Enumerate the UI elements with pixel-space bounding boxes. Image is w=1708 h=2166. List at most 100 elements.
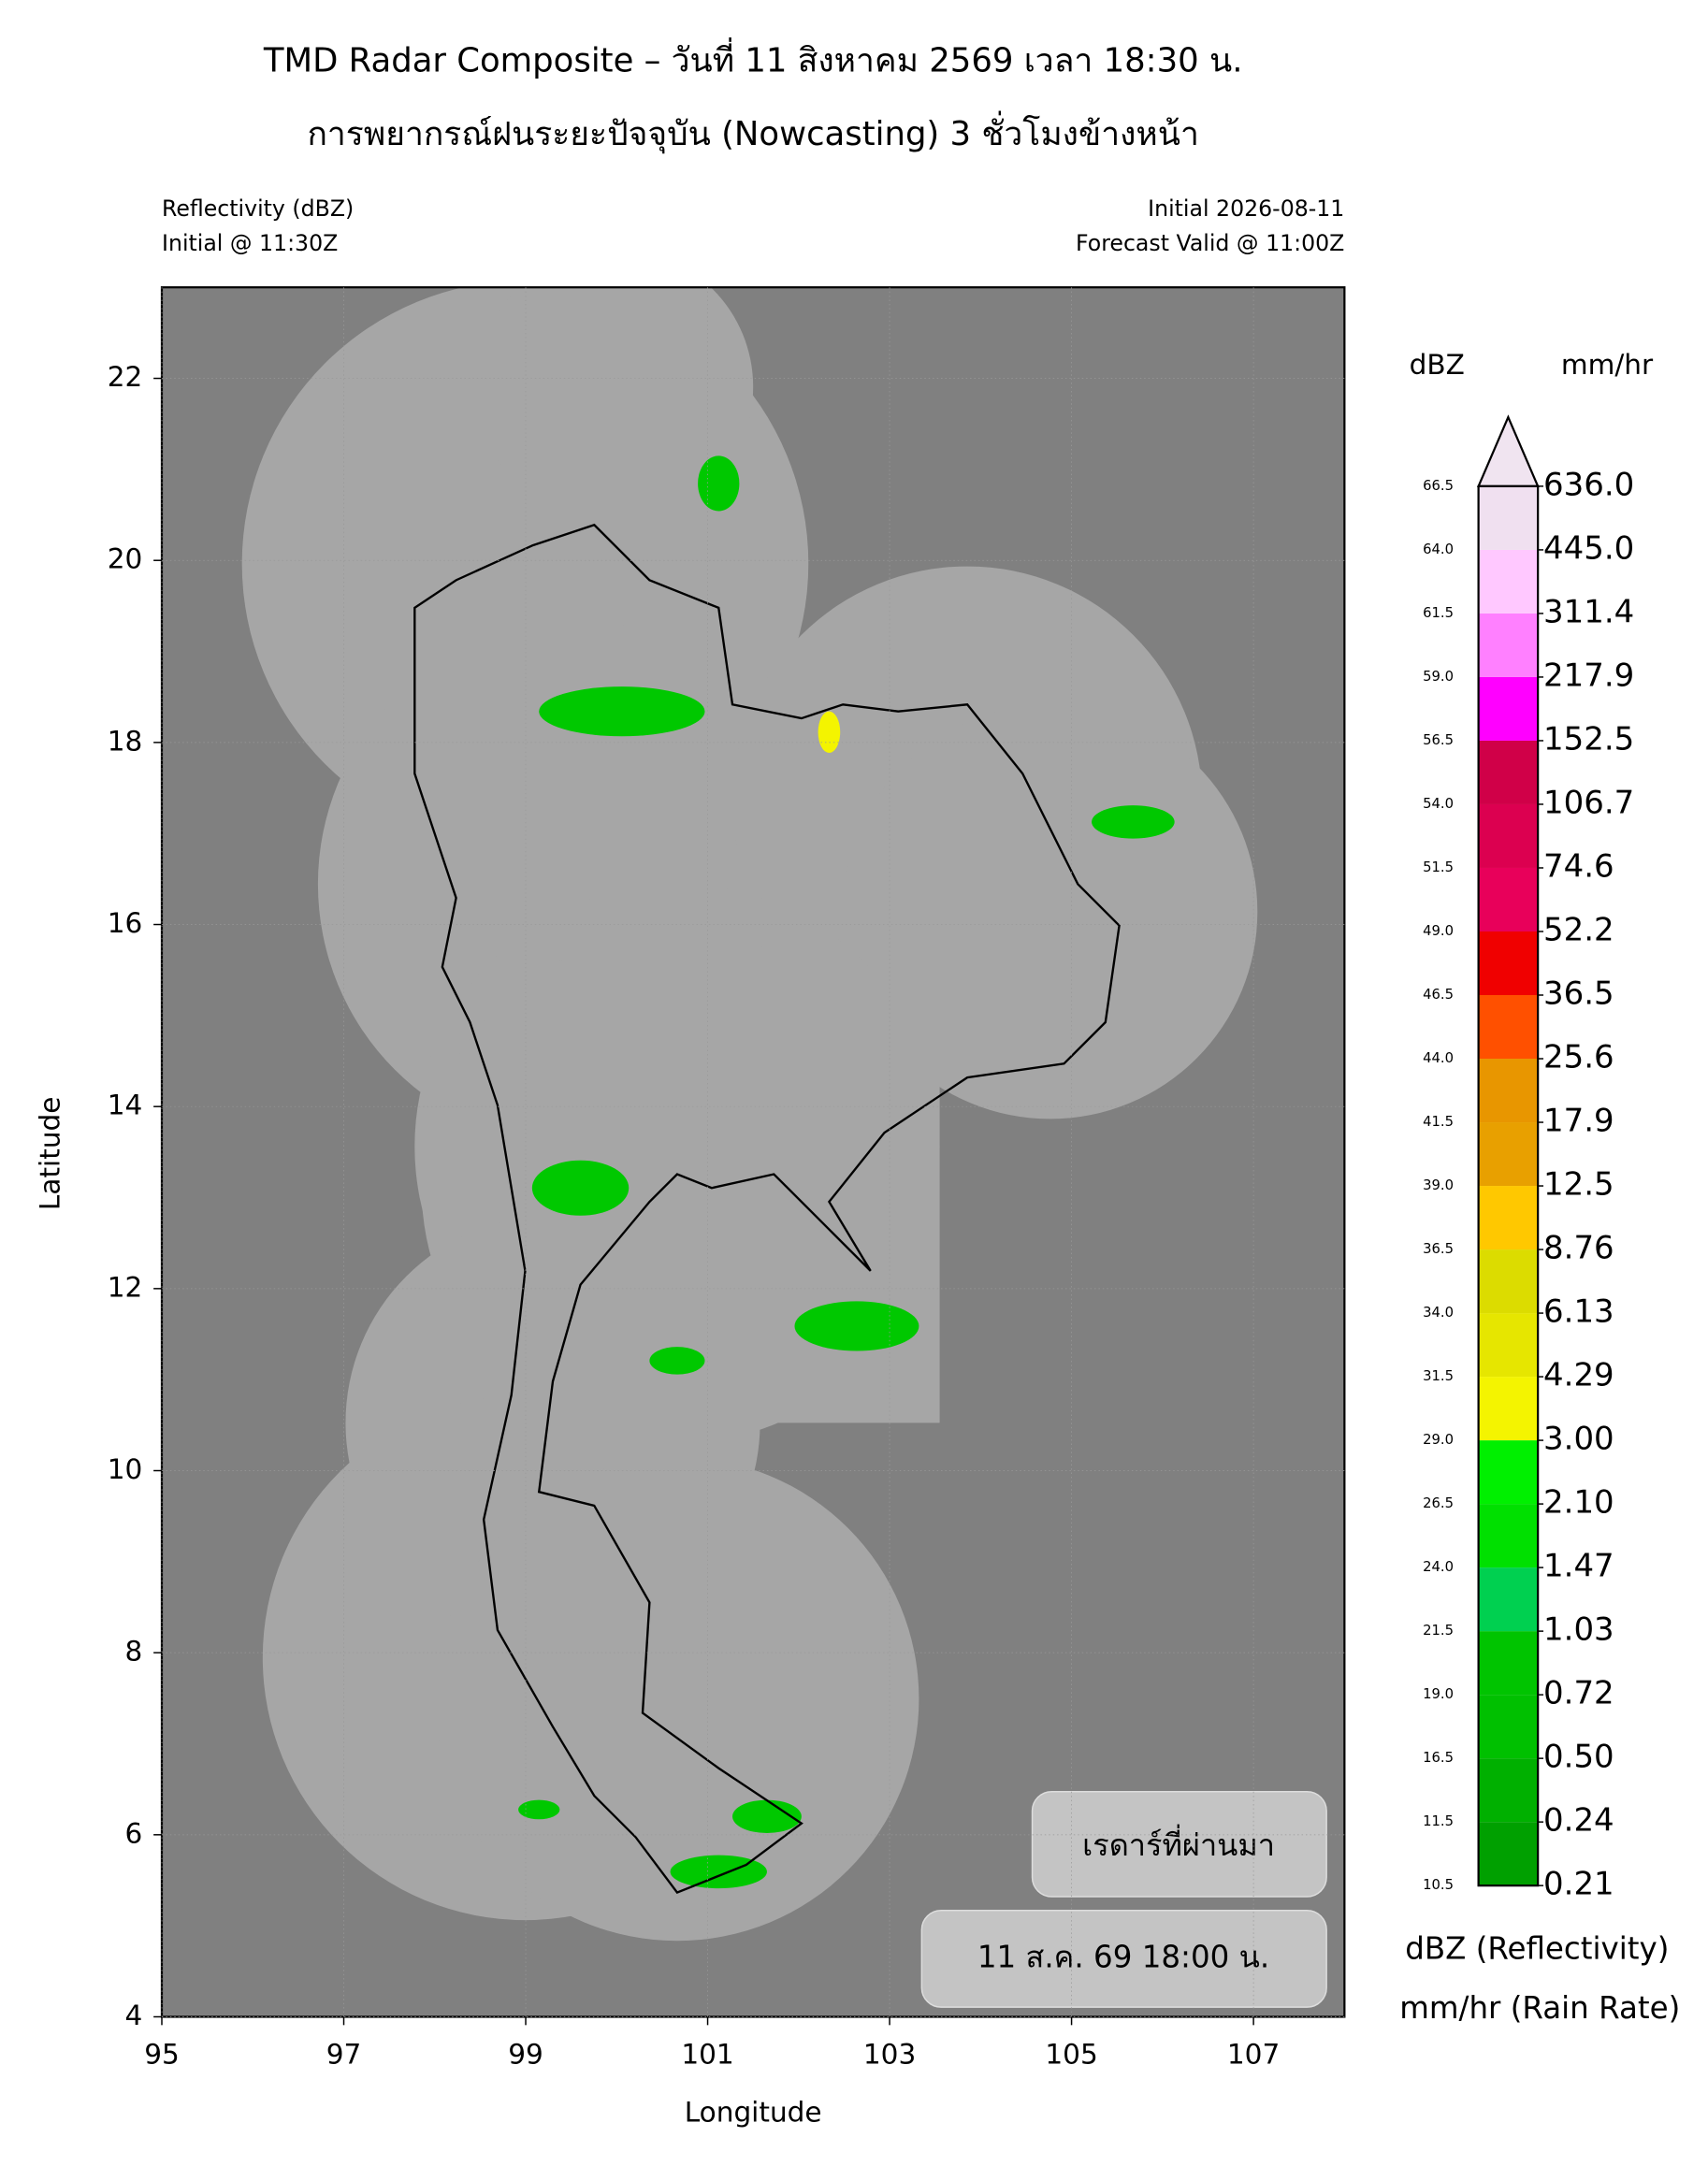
left-info: Reflectivity (dBZ) bbox=[162, 195, 354, 222]
dbz-label: 24.0 bbox=[1423, 1559, 1454, 1575]
y-tick-label: 20 bbox=[108, 543, 143, 575]
colorbar-band bbox=[1478, 1249, 1539, 1314]
rain-rate-label: 25.6 bbox=[1543, 1039, 1614, 1076]
y-tick-label: 18 bbox=[108, 725, 143, 757]
dbz-label: 36.5 bbox=[1423, 1241, 1454, 1257]
dbz-label: 29.0 bbox=[1423, 1432, 1454, 1448]
map-frame bbox=[160, 286, 1346, 2018]
rain-rate-label: 6.13 bbox=[1543, 1293, 1614, 1331]
country-border bbox=[413, 523, 1121, 1894]
colorbar-band bbox=[1478, 1377, 1539, 1441]
echo bbox=[518, 1799, 560, 1820]
rain-rate-label: 106.7 bbox=[1543, 784, 1634, 821]
colorbar-band bbox=[1478, 676, 1539, 741]
info-box-text: เรดาร์ที่ผ่านมา bbox=[1082, 1824, 1275, 1863]
subtitle: การพยากรณ์ฝนระยะปัจจุบัน (Nowcasting) 3 … bbox=[307, 110, 1198, 153]
rain-rate-label: 152.5 bbox=[1543, 720, 1634, 758]
colorbar-band bbox=[1478, 995, 1539, 1060]
x-tick-label: 97 bbox=[326, 2038, 362, 2070]
colorbar-band bbox=[1478, 1059, 1539, 1123]
info-box-text: 11 ส.ค. 69 18:00 น. bbox=[977, 1939, 1269, 1974]
echo bbox=[732, 1799, 802, 1834]
dbz-label: 64.0 bbox=[1423, 542, 1454, 557]
colorbar-title: mm/hr bbox=[1561, 349, 1654, 381]
legend-text: dBZ (Reflectivity) bbox=[1405, 1931, 1669, 1967]
rain-rate-label: 0.50 bbox=[1543, 1739, 1614, 1776]
y-tick-label: 22 bbox=[108, 361, 143, 393]
colorbar-band bbox=[1478, 1122, 1539, 1187]
colorbar-band bbox=[1478, 931, 1539, 996]
rain-rate-label: 52.2 bbox=[1543, 911, 1614, 948]
y-tick-label: 12 bbox=[108, 1271, 143, 1303]
dbz-label: 19.0 bbox=[1423, 1686, 1454, 1702]
rain-rate-label: 17.9 bbox=[1543, 1103, 1614, 1140]
colorbar-band bbox=[1478, 1440, 1539, 1505]
rain-rate-label: 12.5 bbox=[1543, 1166, 1614, 1204]
colorbar-band bbox=[1478, 485, 1539, 550]
x-tick-label: 101 bbox=[681, 2038, 733, 2070]
legend-text: mm/hr (Rain Rate) bbox=[1399, 1990, 1680, 2026]
dbz-label: 16.5 bbox=[1423, 1750, 1454, 1766]
dbz-label: 34.0 bbox=[1423, 1305, 1454, 1321]
colorbar-band bbox=[1478, 549, 1539, 614]
dbz-label: 49.0 bbox=[1423, 923, 1454, 939]
dbz-label: 66.5 bbox=[1423, 478, 1454, 494]
rain-rate-label: 0.21 bbox=[1543, 1866, 1614, 1903]
echoes bbox=[518, 455, 1175, 1889]
rain-rate-label: 1.03 bbox=[1543, 1611, 1614, 1649]
echo bbox=[818, 711, 841, 753]
right-info: Initial 2026-08-11 bbox=[1148, 195, 1344, 222]
x-axis-label: Longitude bbox=[685, 2096, 822, 2128]
coverage-fill bbox=[663, 966, 940, 1423]
dbz-label: 26.5 bbox=[1423, 1495, 1454, 1511]
y-tick-label: 16 bbox=[108, 907, 143, 939]
y-axis-label: Latitude bbox=[34, 1097, 65, 1211]
dbz-label: 51.5 bbox=[1423, 859, 1454, 875]
dbz-label: 46.5 bbox=[1423, 987, 1454, 1003]
colorbar-band bbox=[1478, 867, 1539, 931]
left-info: Initial @ 11:30Z bbox=[162, 230, 338, 256]
y-tick-label: 4 bbox=[125, 2000, 143, 2031]
dbz-label: 61.5 bbox=[1423, 605, 1454, 621]
rain-rate-label: 0.72 bbox=[1543, 1675, 1614, 1712]
colorbar-band bbox=[1478, 1186, 1539, 1250]
echo bbox=[1092, 805, 1175, 839]
y-tick-label: 6 bbox=[125, 1817, 143, 1849]
echo bbox=[698, 455, 740, 512]
right-info: Forecast Valid @ 11:00Z bbox=[1076, 230, 1344, 256]
colorbar-band bbox=[1478, 803, 1539, 868]
x-tick-label: 103 bbox=[863, 2038, 916, 2070]
dbz-label: 10.5 bbox=[1423, 1877, 1454, 1893]
colorbar-title: dBZ bbox=[1410, 349, 1465, 381]
coverage-circle bbox=[476, 287, 754, 526]
rain-rate-label: 217.9 bbox=[1543, 657, 1634, 694]
colorbar-extend bbox=[1476, 414, 1540, 488]
colorbar-band bbox=[1478, 1631, 1539, 1696]
rain-rate-label: 1.47 bbox=[1543, 1548, 1614, 1585]
rain-rate-label: 8.76 bbox=[1543, 1230, 1614, 1267]
y-tick-label: 14 bbox=[108, 1090, 143, 1121]
colorbar-band bbox=[1478, 1567, 1539, 1632]
colorbar-band bbox=[1478, 1504, 1539, 1568]
dbz-label: 41.5 bbox=[1423, 1114, 1454, 1130]
info-box bbox=[1031, 1790, 1327, 1898]
dbz-label: 39.0 bbox=[1423, 1177, 1454, 1193]
title: TMD Radar Composite – วันที่ 11 สิงหาคม … bbox=[263, 36, 1243, 79]
dbz-label: 59.0 bbox=[1423, 669, 1454, 685]
dbz-label: 56.5 bbox=[1423, 732, 1454, 748]
echo bbox=[649, 1347, 705, 1375]
dbz-label: 31.5 bbox=[1423, 1368, 1454, 1384]
dbz-label: 21.5 bbox=[1423, 1623, 1454, 1639]
dbz-label: 44.0 bbox=[1423, 1050, 1454, 1066]
rain-rate-label: 0.24 bbox=[1543, 1802, 1614, 1840]
colorbar-band bbox=[1478, 1313, 1539, 1378]
echo bbox=[794, 1301, 919, 1351]
dbz-label: 11.5 bbox=[1423, 1813, 1454, 1829]
x-tick-label: 107 bbox=[1227, 2038, 1280, 2070]
rain-rate-label: 4.29 bbox=[1543, 1357, 1614, 1394]
colorbar-band bbox=[1478, 613, 1539, 677]
x-tick-label: 99 bbox=[508, 2038, 543, 2070]
echo bbox=[539, 686, 705, 737]
